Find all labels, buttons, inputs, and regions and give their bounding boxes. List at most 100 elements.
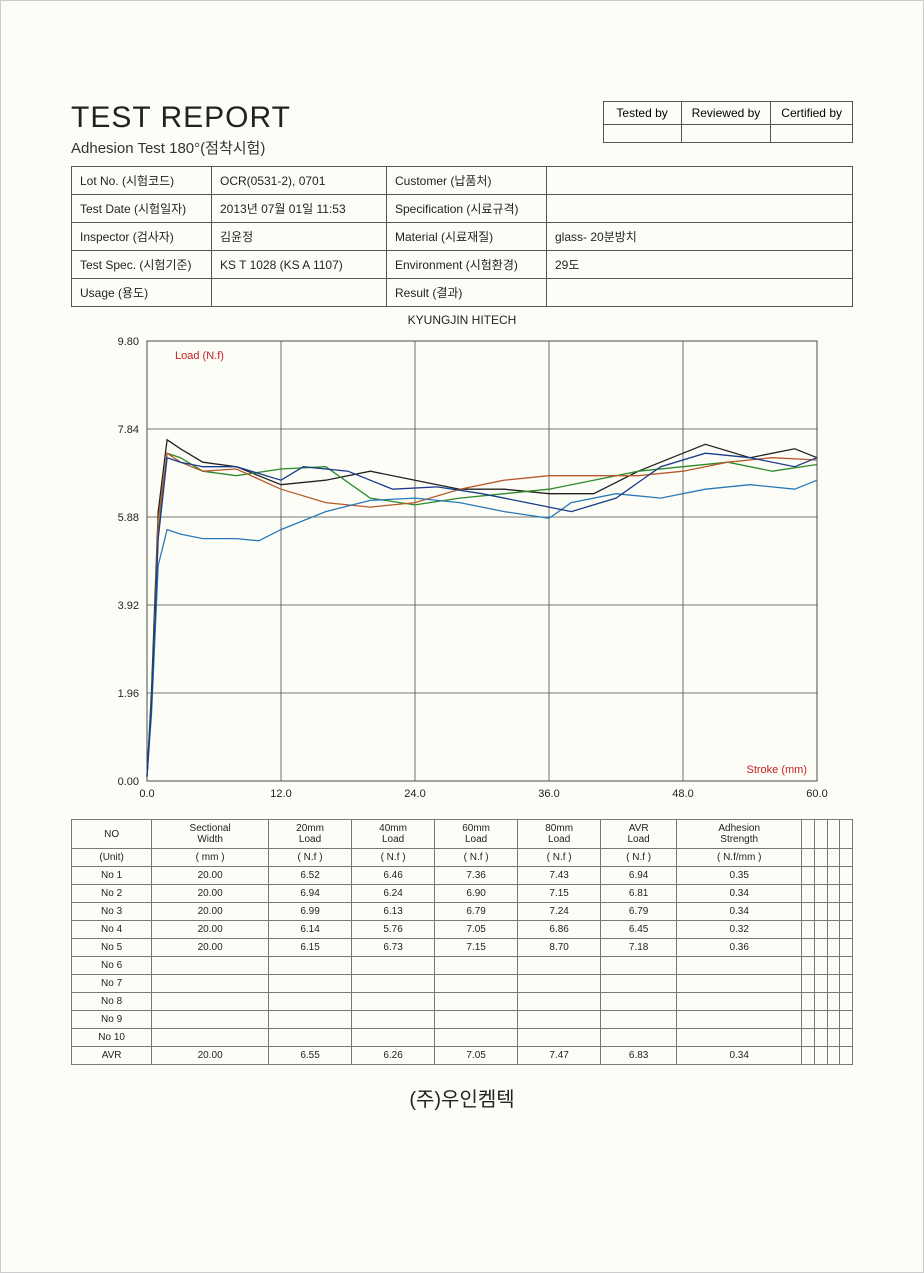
- table-cell: [802, 1029, 815, 1047]
- table-cell: [840, 993, 853, 1011]
- table-cell: 6.99: [269, 903, 352, 921]
- data-table: NOSectionalWidth20mmLoad40mmLoad60mmLoad…: [71, 819, 853, 1065]
- table-cell: [827, 903, 840, 921]
- table-cell: [814, 1029, 827, 1047]
- table-cell: 0.34: [677, 1047, 802, 1065]
- date-label: Test Date (시험일자): [72, 195, 212, 223]
- svg-text:60.0: 60.0: [806, 788, 827, 800]
- data-col-header: 60mmLoad: [435, 820, 518, 849]
- table-cell: [802, 957, 815, 975]
- table-cell: [601, 957, 677, 975]
- data-col-unit: [802, 849, 815, 867]
- env-label: Environment (시험환경): [387, 251, 547, 279]
- table-cell: 6.83: [601, 1047, 677, 1065]
- svg-text:0.00: 0.00: [118, 776, 139, 788]
- table-cell: 0.36: [677, 939, 802, 957]
- data-col-header: [802, 820, 815, 849]
- table-cell: [827, 1047, 840, 1065]
- table-cell: [601, 993, 677, 1011]
- material-label: Material (시료재질): [387, 223, 547, 251]
- table-cell: 7.47: [518, 1047, 601, 1065]
- table-cell: [827, 1011, 840, 1029]
- sig-certified-label: Certified by: [771, 102, 853, 125]
- table-cell: No 4: [72, 921, 152, 939]
- data-col-header: [827, 820, 840, 849]
- table-cell: 6.81: [601, 885, 677, 903]
- svg-text:Load (N.f): Load (N.f): [175, 350, 224, 362]
- table-cell: 20.00: [152, 885, 269, 903]
- table-cell: [677, 975, 802, 993]
- table-cell: [827, 993, 840, 1011]
- result-value: [547, 279, 853, 307]
- table-cell: 5.76: [352, 921, 435, 939]
- table-cell: 6.73: [352, 939, 435, 957]
- data-col-unit: ( mm ): [152, 849, 269, 867]
- table-cell: [827, 921, 840, 939]
- table-cell: No 8: [72, 993, 152, 1011]
- table-cell: [827, 975, 840, 993]
- svg-text:3.92: 3.92: [118, 600, 139, 612]
- table-cell: 20.00: [152, 903, 269, 921]
- table-cell: [518, 993, 601, 1011]
- table-cell: [827, 867, 840, 885]
- svg-text:1.96: 1.96: [118, 688, 139, 700]
- table-cell: 6.94: [601, 867, 677, 885]
- table-row: No 10: [72, 1029, 853, 1047]
- table-cell: 6.79: [435, 903, 518, 921]
- data-col-header: NO: [72, 820, 152, 849]
- table-cell: [152, 1011, 269, 1029]
- table-cell: [814, 903, 827, 921]
- table-cell: 6.55: [269, 1047, 352, 1065]
- title-block: TEST REPORT Adhesion Test 180°(점착시험): [71, 101, 291, 158]
- table-cell: 6.94: [269, 885, 352, 903]
- table-cell: [814, 885, 827, 903]
- data-col-unit: ( N.f ): [352, 849, 435, 867]
- company-name: (주)우인켐텍: [71, 1083, 853, 1112]
- table-cell: [435, 975, 518, 993]
- table-cell: 6.46: [352, 867, 435, 885]
- table-cell: [827, 957, 840, 975]
- table-cell: 7.05: [435, 1047, 518, 1065]
- table-cell: 6.86: [518, 921, 601, 939]
- table-cell: 0.35: [677, 867, 802, 885]
- table-row: No 120.006.526.467.367.436.940.35: [72, 867, 853, 885]
- title-row: TEST REPORT Adhesion Test 180°(점착시험) Tes…: [71, 101, 853, 158]
- table-cell: 20.00: [152, 867, 269, 885]
- table-cell: [435, 993, 518, 1011]
- table-cell: [840, 957, 853, 975]
- info-table: Lot No. (시험코드) OCR(0531-2), 0701 Custome…: [71, 166, 853, 307]
- table-cell: [840, 939, 853, 957]
- table-cell: [269, 1011, 352, 1029]
- table-cell: 7.43: [518, 867, 601, 885]
- table-cell: [814, 939, 827, 957]
- table-cell: [601, 1029, 677, 1047]
- table-row: No 420.006.145.767.056.866.450.32: [72, 921, 853, 939]
- svg-text:48.0: 48.0: [672, 788, 693, 800]
- env-value: 29도: [547, 251, 853, 279]
- table-row: No 6: [72, 957, 853, 975]
- table-cell: [814, 1047, 827, 1065]
- sig-tested-value: [603, 125, 681, 143]
- data-col-unit: ( N.f ): [435, 849, 518, 867]
- table-cell: [518, 1029, 601, 1047]
- table-cell: [802, 885, 815, 903]
- table-cell: [677, 993, 802, 1011]
- table-cell: No 9: [72, 1011, 152, 1029]
- data-col-unit: [827, 849, 840, 867]
- svg-text:12.0: 12.0: [270, 788, 291, 800]
- table-cell: 7.36: [435, 867, 518, 885]
- table-cell: [677, 1011, 802, 1029]
- table-cell: 8.70: [518, 939, 601, 957]
- table-cell: 6.90: [435, 885, 518, 903]
- table-cell: [352, 993, 435, 1011]
- svg-text:Stroke (mm): Stroke (mm): [747, 764, 808, 776]
- testspec-value: KS T 1028 (KS A 1107): [212, 251, 387, 279]
- data-col-header: [840, 820, 853, 849]
- data-header-unit: (Unit)( mm )( N.f )( N.f )( N.f )( N.f )…: [72, 849, 853, 867]
- lot-label: Lot No. (시험코드): [72, 167, 212, 195]
- inspector-label: Inspector (검사자): [72, 223, 212, 251]
- table-cell: [518, 957, 601, 975]
- report-title: TEST REPORT: [71, 101, 291, 135]
- table-cell: [827, 1029, 840, 1047]
- table-cell: No 2: [72, 885, 152, 903]
